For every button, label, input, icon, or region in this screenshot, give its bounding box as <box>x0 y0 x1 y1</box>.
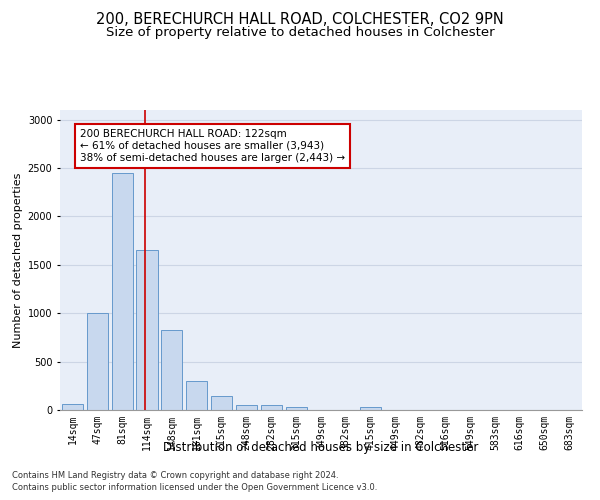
Bar <box>87 313 108 410</box>
Text: 200, BERECHURCH HALL ROAD, COLCHESTER, CO2 9PN: 200, BERECHURCH HALL ROAD, COLCHESTER, C… <box>96 12 504 28</box>
Bar <box>62 404 83 410</box>
Bar <box>360 407 381 410</box>
Bar <box>236 404 257 410</box>
Y-axis label: Number of detached properties: Number of detached properties <box>13 172 23 348</box>
Text: Contains public sector information licensed under the Open Government Licence v3: Contains public sector information licen… <box>12 484 377 492</box>
Bar <box>112 173 133 410</box>
Text: Distribution of detached houses by size in Colchester: Distribution of detached houses by size … <box>163 441 479 454</box>
Text: 200 BERECHURCH HALL ROAD: 122sqm
← 61% of detached houses are smaller (3,943)
38: 200 BERECHURCH HALL ROAD: 122sqm ← 61% o… <box>80 130 345 162</box>
Bar <box>261 404 282 410</box>
Bar <box>161 330 182 410</box>
Bar <box>211 396 232 410</box>
Text: Contains HM Land Registry data © Crown copyright and database right 2024.: Contains HM Land Registry data © Crown c… <box>12 471 338 480</box>
Bar <box>286 407 307 410</box>
Bar <box>136 250 158 410</box>
Bar <box>186 381 207 410</box>
Text: Size of property relative to detached houses in Colchester: Size of property relative to detached ho… <box>106 26 494 39</box>
